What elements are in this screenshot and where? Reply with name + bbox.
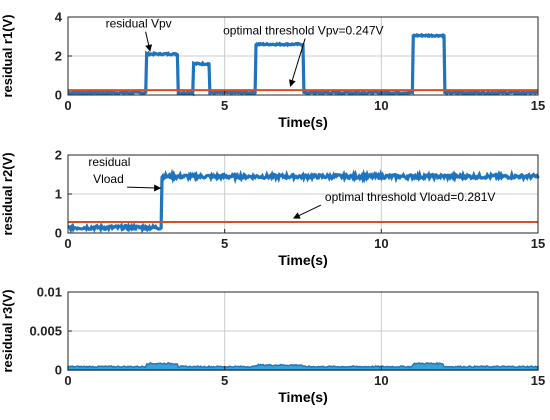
- annotation-arrow: [145, 31, 153, 52]
- y-tick-label: 0.005: [29, 324, 62, 339]
- annotation-arrow: [288, 38, 306, 87]
- residual-band-area: [67, 361, 539, 371]
- residual-series-line: [67, 168, 540, 234]
- x-tick-label: 0: [64, 373, 71, 388]
- y-tick-label: 1: [55, 187, 62, 202]
- y-tick-label: 0: [55, 226, 62, 241]
- annotation-text: residual Vpv: [106, 17, 172, 31]
- y-tick-label: 2: [55, 148, 62, 163]
- y-axis-label: residual r2(V): [0, 152, 15, 235]
- y-tick-label: 0: [55, 363, 62, 378]
- x-tick-label: 5: [221, 373, 228, 388]
- x-tick-label: 5: [221, 236, 228, 251]
- annotation-text: residual: [88, 155, 130, 169]
- x-tick-label: 10: [374, 98, 388, 113]
- panel-r1: 0 5 10 15 0 2 4 Time(s) residual r1(V) residual V…: [0, 10, 545, 131]
- x-tick-label: 15: [531, 236, 545, 251]
- y-axis-label: residual r3(V): [0, 289, 15, 372]
- y-tick-label: 4: [55, 10, 63, 25]
- x-axis-label: Time(s): [278, 114, 328, 130]
- annotation-text: Vload: [93, 172, 124, 186]
- y-tick-label: 0.01: [37, 285, 62, 300]
- panel-r3: 0 5 10 15 0 0.005 0.01 Time(s) residual r3(V): [0, 285, 545, 406]
- annotation-text: optimal threshold Vpv=0.247V: [223, 24, 383, 38]
- x-tick-label: 10: [374, 373, 388, 388]
- x-tick-label: 0: [64, 98, 71, 113]
- x-tick-label: 15: [531, 373, 545, 388]
- x-tick-label: 10: [374, 236, 388, 251]
- y-tick-label: 0: [55, 88, 62, 103]
- y-axis-label: residual r1(V): [0, 14, 15, 97]
- y-tick-label: 2: [55, 49, 62, 64]
- annotation-text: optimal threshold Vload=0.281V: [325, 190, 495, 204]
- x-axis-label: Time(s): [278, 252, 328, 268]
- annotation-arrow: [292, 204, 322, 219]
- x-tick-label: 15: [531, 98, 545, 113]
- panel-r2: 0 5 10 15 0 1 2 Time(s) residual r2(V) residual Vl…: [0, 148, 545, 269]
- x-axis-label: Time(s): [278, 389, 328, 405]
- x-tick-label: 0: [64, 236, 71, 251]
- x-tick-label: 5: [221, 98, 228, 113]
- annotation-arrow: [127, 184, 162, 192]
